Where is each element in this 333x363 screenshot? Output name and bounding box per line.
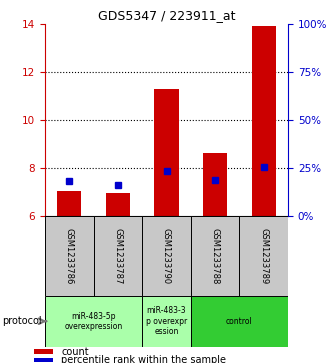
Bar <box>106 193 130 216</box>
Text: GSM1233787: GSM1233787 <box>113 228 123 284</box>
Bar <box>34 350 53 354</box>
Text: GSM1233790: GSM1233790 <box>162 228 171 284</box>
Bar <box>57 191 82 216</box>
Bar <box>191 216 239 296</box>
Bar <box>142 296 191 347</box>
Bar <box>45 296 142 347</box>
Text: protocol: protocol <box>2 316 42 326</box>
Bar <box>252 26 276 216</box>
Bar <box>203 154 227 216</box>
Bar <box>142 216 191 296</box>
Text: miR-483-5p
overexpression: miR-483-5p overexpression <box>65 311 123 331</box>
Text: percentile rank within the sample: percentile rank within the sample <box>62 355 226 363</box>
Text: GSM1233788: GSM1233788 <box>210 228 220 284</box>
Text: miR-483-3
p overexpr
ession: miR-483-3 p overexpr ession <box>146 306 187 336</box>
Bar <box>45 216 94 296</box>
Bar <box>191 296 288 347</box>
Bar <box>155 89 179 216</box>
Bar <box>34 358 53 362</box>
Text: GSM1233789: GSM1233789 <box>259 228 268 284</box>
Text: GDS5347 / 223911_at: GDS5347 / 223911_at <box>98 9 235 22</box>
Bar <box>239 216 288 296</box>
Text: GSM1233786: GSM1233786 <box>65 228 74 284</box>
Text: count: count <box>62 347 89 357</box>
Text: control: control <box>226 317 253 326</box>
Bar <box>94 216 142 296</box>
